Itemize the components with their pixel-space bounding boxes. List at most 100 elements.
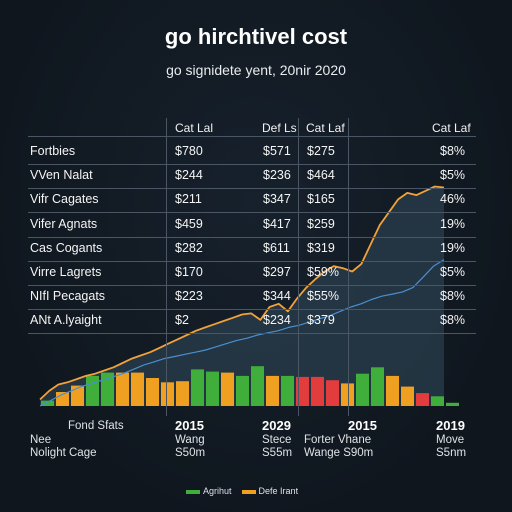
bar [131, 372, 144, 406]
secondary-series-line [39, 259, 445, 407]
cell-c3: $259 [307, 216, 335, 231]
cell-c2: $571 [263, 144, 291, 158]
cell-c3: $59% [307, 265, 339, 279]
footer-col2-line-2: S55m [262, 447, 293, 459]
table-header-3: Cat Laf [306, 121, 345, 135]
table-row: Virre Lagrets $170 $297 $59% $5% [28, 261, 476, 286]
bar [416, 393, 429, 406]
chart-legend: Agrihut Defe Irant [186, 486, 298, 496]
cell-c4: $8% [440, 289, 466, 304]
footer-col4-line-2: S5nm [436, 447, 467, 459]
row-label: ANt A.lyaight [30, 313, 102, 328]
cell-c3: $165 [307, 192, 335, 207]
bar [206, 371, 219, 406]
bar [236, 375, 249, 406]
bar [221, 372, 234, 406]
area-fill [40, 186, 444, 406]
row-label: Vifer Agnats [30, 216, 98, 231]
cell-c4: $5% [440, 168, 466, 183]
bar [371, 367, 384, 406]
cell-c3: $319 [307, 240, 335, 255]
bar [191, 369, 204, 406]
cell-c4: $8% [440, 313, 466, 328]
table-header-4: Cat Laf [432, 121, 471, 135]
table-top-rule [28, 136, 476, 137]
bar [326, 380, 339, 406]
footer-left-label: Fond Sfats [68, 420, 124, 432]
cell-c1: $211 [175, 192, 202, 207]
table-row: Vifr Cagates $211 $347 $165 46% [28, 188, 476, 214]
row-label: Cas Cogants [30, 240, 103, 255]
cell-c4: $5% [440, 265, 466, 279]
cell-c4: 46% [440, 192, 466, 207]
bar [101, 372, 114, 406]
footer-col4-line-1: Move [436, 434, 465, 446]
bar [446, 402, 459, 406]
table-row: Vifer Agnats $459 $417 $259 19% [28, 213, 476, 238]
table-row: Fortbies $780 $571 $275 $8% [28, 140, 476, 165]
cell-c4: $8% [440, 144, 466, 158]
column-divider [348, 118, 349, 416]
bar [431, 396, 444, 406]
bar [41, 400, 54, 406]
cell-c1: $244 [175, 168, 203, 183]
legend-label-1: Agrihut [203, 486, 232, 496]
table-row: NIfI Pecagats $223 $344 $55% $8% [28, 285, 476, 311]
cell-c2: $417 [263, 216, 291, 231]
cell-c2: $234 [263, 313, 291, 328]
row-label: Fortbies [30, 144, 76, 158]
cell-c1: $2 [175, 313, 189, 328]
footer-col1-line-1: Wang [175, 434, 205, 446]
bar [281, 375, 294, 406]
footer-col3-line-2: Wange S90m [304, 447, 374, 459]
cell-c2: $297 [263, 265, 291, 279]
cell-c1: $223 [175, 289, 203, 304]
cell-c2: $347 [263, 192, 291, 207]
cell-c3: $379 [307, 313, 335, 328]
table-header-1: Cat Lal [175, 121, 214, 135]
row-label: NIfI Pecagats [30, 289, 106, 304]
cell-c2: $236 [263, 168, 291, 183]
bar [401, 386, 414, 406]
bar [356, 373, 369, 406]
bar [311, 376, 324, 406]
bar [266, 375, 279, 406]
year-label-2: 2029 [262, 418, 291, 433]
cell-c3: $275 [307, 144, 335, 158]
footer-col2-line-1: Stece [262, 434, 292, 446]
legend-swatch-green [186, 489, 200, 494]
cell-c4: 19% [440, 240, 466, 255]
column-divider [298, 118, 299, 416]
bar [176, 381, 189, 406]
bar [386, 375, 399, 406]
year-label-4: 2019 [436, 418, 465, 433]
cell-c3: $464 [307, 168, 335, 183]
bar [296, 376, 309, 406]
footer-col1-line-2: S50m [175, 447, 206, 459]
year-label-3: 2015 [348, 418, 377, 433]
row-label: VVen Nalat [30, 168, 93, 183]
cell-c2: $611 [263, 240, 290, 255]
row-label: Vifr Cagates [30, 192, 99, 207]
table-header-2: Def Ls [262, 121, 297, 135]
bar [86, 375, 99, 406]
chart-title: go hirchtivel cost [164, 24, 348, 49]
footer-col3-line-1: Forter Vhane [304, 434, 372, 446]
cell-c1: $459 [175, 216, 203, 231]
bar [341, 383, 354, 406]
footer-left-line-1: Nee [30, 434, 52, 446]
cell-c1: $780 [175, 144, 203, 158]
year-label-1: 2015 [175, 418, 204, 433]
row-label: Virre Lagrets [30, 265, 102, 279]
cell-c1: $282 [175, 240, 203, 255]
bar [71, 385, 84, 406]
legend-label-2: Defe Irant [258, 486, 299, 496]
cell-c3: $55% [307, 289, 339, 304]
bar [146, 378, 159, 406]
legend-swatch-orange [241, 489, 256, 494]
table-row: VVen Nalat $244 $236 $464 $5% [28, 164, 476, 190]
footer-left-line-2: Nolight Cage [30, 447, 97, 459]
table-row: ANt A.lyaight $2 $234 $379 $8% [28, 309, 476, 335]
